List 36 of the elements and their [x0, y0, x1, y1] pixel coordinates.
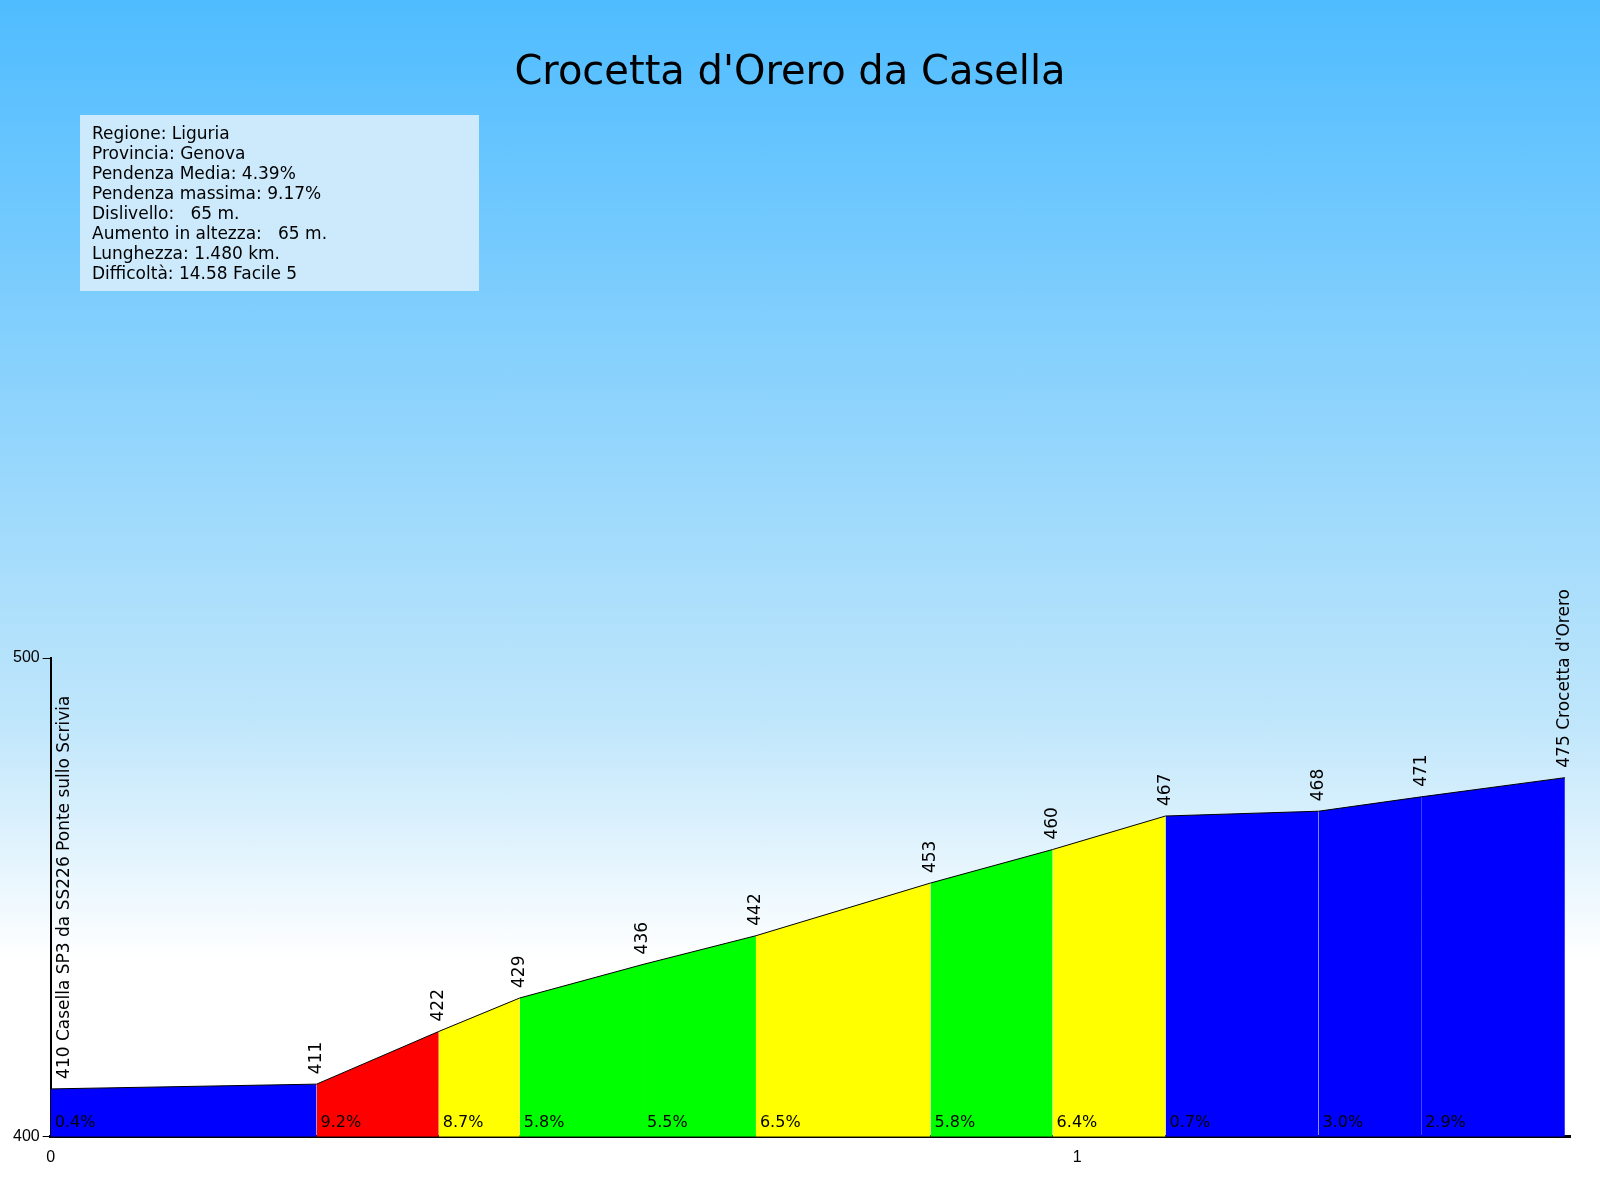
data-label: 429: [508, 955, 529, 988]
data-label: 475 Crocetta d'Orero: [1553, 589, 1574, 768]
y-tick-label: 400: [12, 1127, 40, 1145]
text: Pendenza massima: 9.17%: [92, 183, 322, 203]
text: Dislivello: 65 m.: [92, 203, 240, 223]
series-label: 2.9%: [1425, 1111, 1466, 1131]
data-label: 468: [1306, 768, 1327, 802]
series-label: 5.5%: [647, 1111, 688, 1131]
data-label: 411: [305, 1041, 325, 1075]
x-tick-label: 0: [46, 1147, 56, 1165]
series-label: 3.0%: [1322, 1111, 1364, 1131]
series-label: 8.7%: [442, 1111, 484, 1131]
data-label: 436: [631, 921, 652, 955]
chart-title: Crocetta d'Orero da Casella: [514, 47, 1066, 94]
data-label: 460: [1041, 807, 1062, 840]
text: Aumento in altezza: 65 m.: [92, 223, 328, 243]
data-label: 453: [918, 840, 939, 874]
data-label: 410 Casella SP3 da SS226 Ponte sullo Scrivia: [53, 695, 74, 1079]
text: Provincia: Genova: [92, 143, 246, 163]
series-label: 0.4%: [54, 1111, 96, 1131]
data-label: 422: [427, 989, 448, 1022]
text: Pendenza Media: 4.39%: [92, 163, 296, 183]
series-label: 6.5%: [759, 1111, 801, 1131]
text: Lunghezza: 1.480 km.: [92, 243, 281, 263]
y-tick-label: 500: [12, 648, 40, 666]
series-label: 5.8%: [523, 1111, 565, 1131]
data-label: 471: [1409, 754, 1430, 787]
x-tick-label: 1: [1072, 1147, 1082, 1165]
text: Regione: Liguria: [92, 123, 230, 143]
series-label: 9.2%: [320, 1111, 362, 1131]
text: Difficoltà: 14.58 Facile 5: [92, 263, 298, 283]
series-label: 0.7%: [1169, 1111, 1211, 1131]
data-label: 442: [744, 893, 765, 926]
data-label: 467: [1153, 773, 1174, 806]
series-label: 6.4%: [1056, 1111, 1098, 1131]
series-label: 5.8%: [934, 1111, 976, 1131]
